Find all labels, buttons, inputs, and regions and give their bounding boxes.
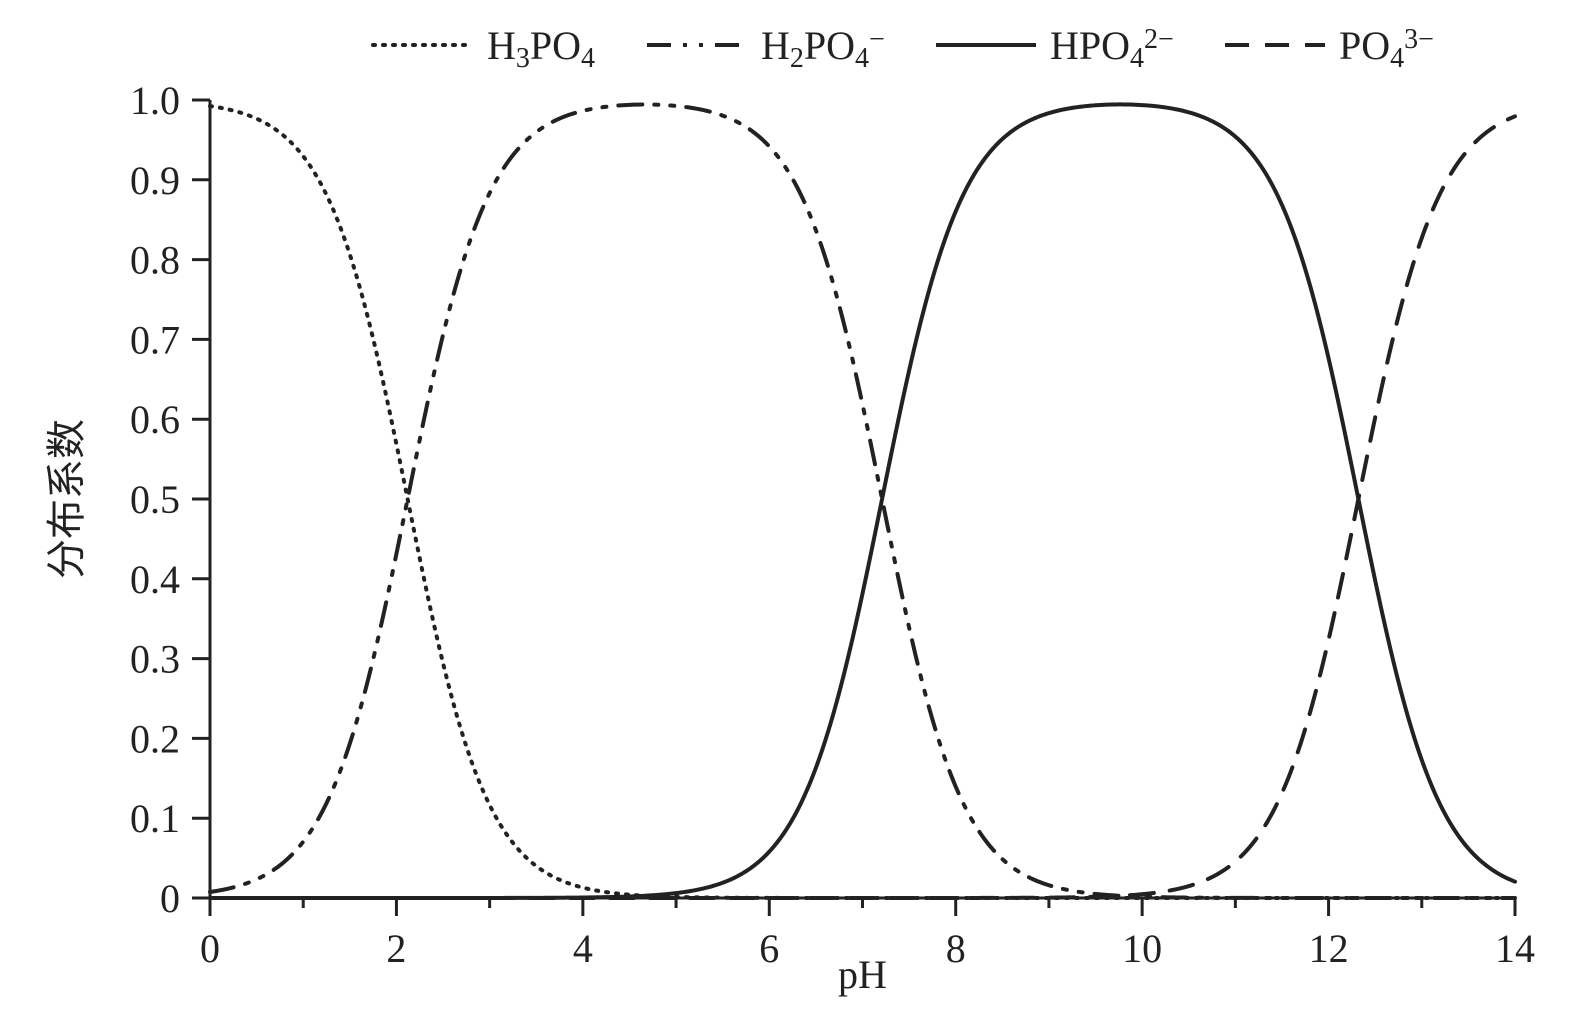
x-tick-label: 0 <box>200 926 220 971</box>
y-tick-label: 0.3 <box>130 637 180 682</box>
y-tick-label: 0 <box>160 876 180 921</box>
x-tick-label: 14 <box>1495 926 1535 971</box>
x-tick-label: 8 <box>946 926 966 971</box>
y-tick-label: 0.6 <box>130 397 180 442</box>
y-tick-label: 0.8 <box>130 238 180 283</box>
legend-label: H3PO4 <box>487 23 595 74</box>
x-tick-label: 6 <box>759 926 779 971</box>
y-tick-label: 0.2 <box>130 716 180 761</box>
x-tick-label: 2 <box>386 926 406 971</box>
y-tick-label: 0.4 <box>130 557 180 602</box>
y-axis-label: 分布系数 <box>44 419 89 579</box>
chart-svg: 0 2 4 6 8 10 12 14 0 0.1 0.2 0.3 0.4 0.5 0.6 0.7 0.8 0.9 1… <box>0 0 1575 1028</box>
y-tick-label: 0.5 <box>130 477 180 522</box>
x-tick-label: 12 <box>1309 926 1349 971</box>
y-tick-label: 0.7 <box>130 317 180 362</box>
y-tick-label: 0.1 <box>130 796 180 841</box>
y-tick-label: 1.0 <box>130 78 180 123</box>
x-tick-label: 10 <box>1122 926 1162 971</box>
x-tick-label: 4 <box>573 926 593 971</box>
chart-container: 0 2 4 6 8 10 12 14 0 0.1 0.2 0.3 0.4 0.5 0.6 0.7 0.8 0.9 1… <box>0 0 1575 1028</box>
x-axis-label: pH <box>838 952 887 997</box>
y-tick-label: 0.9 <box>130 158 180 203</box>
